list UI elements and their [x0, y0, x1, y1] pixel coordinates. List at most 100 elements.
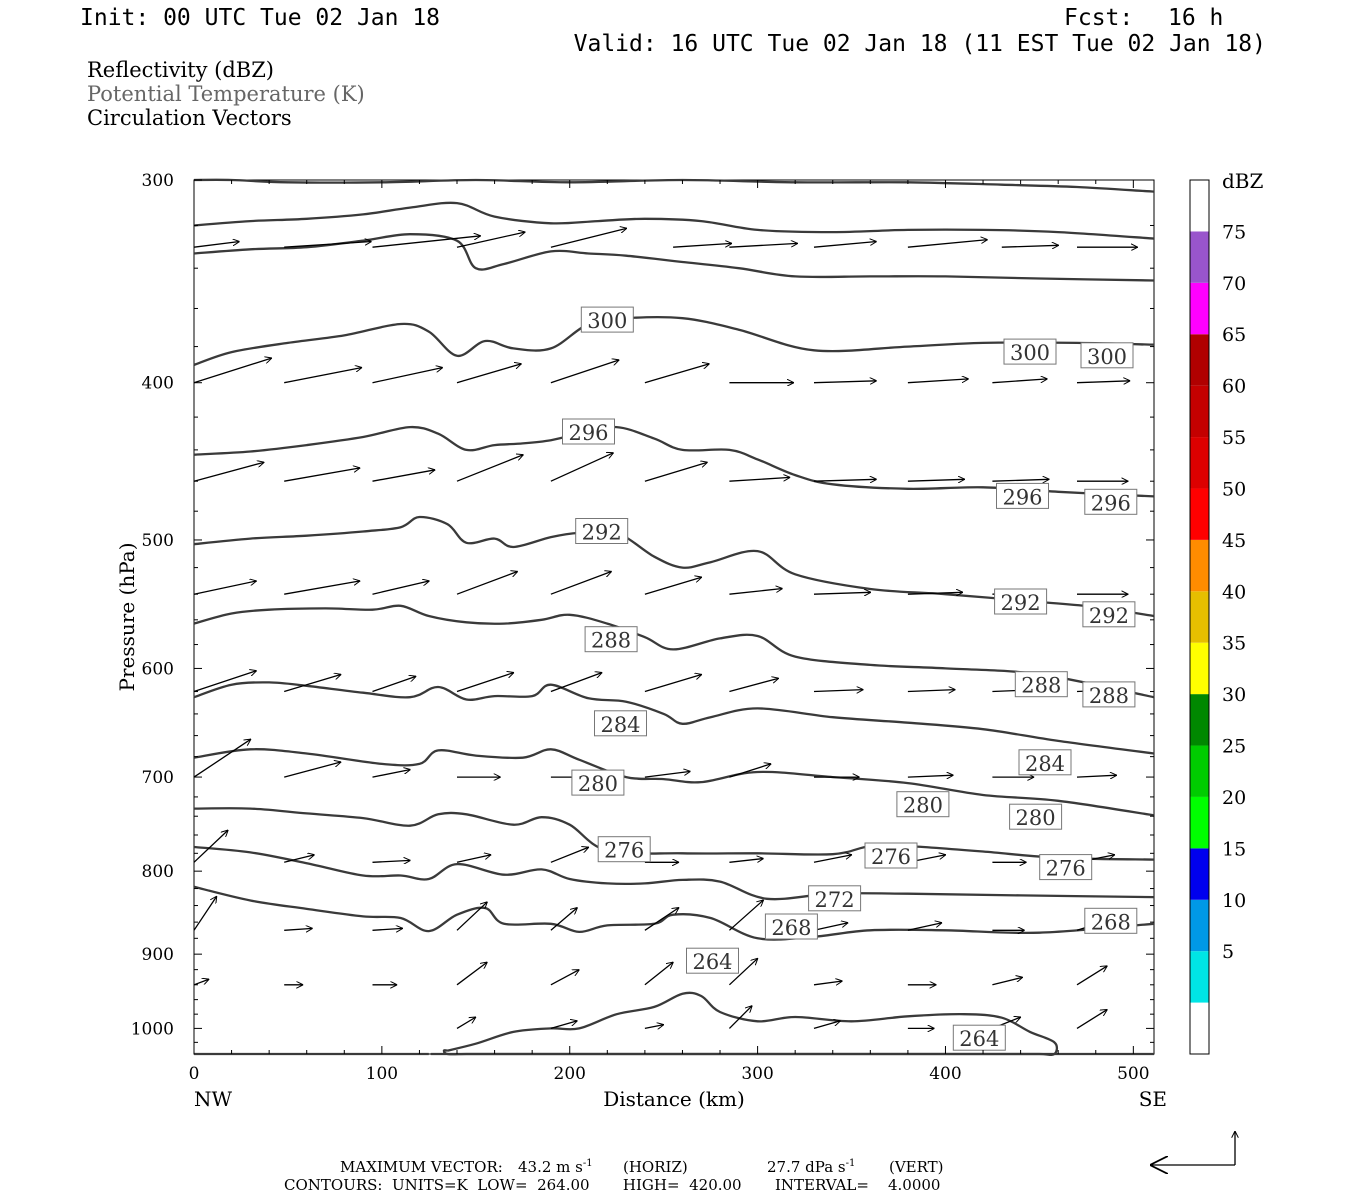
y-tick-label: 600 — [142, 659, 174, 679]
colorbar-bin — [1190, 745, 1209, 797]
circulation-vector — [644, 962, 674, 986]
theta-contour-304 — [193, 315, 1155, 366]
contour-info: CONTOURS: UNITS=K LOW= 264.00 HIGH= 420.… — [284, 1176, 940, 1194]
circulation-vector — [729, 764, 771, 778]
theta-label-box — [1018, 749, 1072, 776]
y-tick-label: 500 — [142, 531, 174, 551]
theta-contour-292 — [193, 604, 1155, 699]
theta-label: 296 — [1002, 485, 1042, 509]
theta-label: 300 — [1087, 345, 1127, 369]
x-tick-label: 400 — [929, 1064, 961, 1084]
circulation-vector — [284, 468, 360, 482]
theta-label: 264 — [959, 1027, 999, 1051]
circulation-vector — [813, 479, 877, 481]
colorbar-label: 5 — [1222, 941, 1234, 963]
theta-label-box — [996, 482, 1049, 509]
theta-label-box — [994, 588, 1048, 615]
circulation-vector — [284, 581, 360, 595]
colorbar-label: 75 — [1222, 221, 1246, 243]
field-potential-temperature: Potential Temperature (K) — [87, 82, 365, 106]
field-circulation-vectors: Circulation Vectors — [87, 106, 292, 130]
circulation-vector — [907, 379, 969, 384]
circulation-vector — [813, 592, 871, 594]
colorbar-label: 55 — [1222, 427, 1246, 449]
y-tick-label: 400 — [142, 374, 174, 394]
theta-label-box — [764, 913, 818, 940]
colorbar-bin — [1190, 694, 1209, 746]
theta-contour-280 — [193, 807, 1155, 861]
colorbar-bin — [1190, 1002, 1209, 1054]
x-tick-label: 200 — [554, 1064, 586, 1084]
colorbar-bin — [1190, 899, 1209, 952]
colorbar-bin — [1190, 231, 1209, 283]
circulation-vector — [372, 928, 403, 930]
circulation-vector — [193, 830, 228, 863]
circulation-vector — [456, 232, 525, 248]
max-vector-vert-unit: (VERT) — [889, 1158, 944, 1176]
theta-contour-264 — [442, 991, 1059, 1056]
circulation-vector — [550, 360, 619, 384]
max-vector-horiz-value: 43.2 m s-1 — [518, 1158, 593, 1176]
circulation-vector — [992, 479, 1049, 481]
circulation-vector — [550, 847, 589, 863]
y-tick-label: 1000 — [131, 1019, 174, 1039]
y-tick-label: 700 — [142, 768, 174, 788]
circulation-vector — [550, 228, 627, 248]
init-time: Init: 00 UTC Tue 02 Jan 18 — [80, 5, 440, 31]
y-tick-label: 900 — [142, 945, 174, 965]
circulation-vector — [372, 236, 481, 248]
colorbar-label: 65 — [1222, 324, 1246, 346]
max-vector-vert-value: 27.7 dPa s-1 — [767, 1158, 855, 1176]
circulation-vector — [550, 673, 602, 693]
theta-label-box — [575, 518, 629, 544]
circulation-vector — [193, 581, 257, 595]
colorbar-bin — [1190, 437, 1209, 489]
y-tick-label: 300 — [142, 171, 174, 191]
forecast-label: Fcst: — [1064, 5, 1133, 31]
valid-time: Valid: 16 UTC Tue 02 Jan 18 (11 EST Tue … — [574, 31, 1266, 57]
circulation-vector — [813, 923, 848, 931]
circulation-vector — [550, 908, 578, 931]
circulation-vector — [456, 673, 514, 693]
theta-label-box — [1014, 671, 1068, 698]
theta-label-box — [584, 626, 638, 653]
circulation-vector — [729, 678, 778, 693]
colorbar-label: 45 — [1222, 530, 1246, 552]
theta-label: 292 — [1001, 591, 1041, 615]
circulation-vector — [193, 358, 272, 384]
circulation-vector — [907, 690, 956, 692]
theta-label: 280 — [578, 772, 618, 796]
theta-label: 292 — [582, 521, 622, 545]
colorbar-bin — [1190, 334, 1209, 386]
theta-label: 284 — [1025, 752, 1065, 776]
circulation-vector — [550, 453, 614, 482]
circulation-vector — [456, 855, 491, 863]
circulation-vector — [372, 860, 411, 862]
circulation-vector — [728, 1006, 752, 1029]
theta-contour-312 — [193, 201, 1155, 240]
theta-label: 296 — [1091, 491, 1131, 515]
circulation-vector — [729, 859, 763, 863]
circulation-vector — [1076, 775, 1117, 777]
circulation-vector — [193, 739, 251, 778]
colorbar-label: 40 — [1222, 581, 1246, 603]
theta-contour-316 — [193, 178, 1155, 193]
theta-label: 300 — [1010, 341, 1050, 365]
colorbar-label: 20 — [1222, 787, 1246, 809]
circulation-vector — [1076, 381, 1130, 383]
colorbar-label: 10 — [1222, 890, 1246, 912]
theta-label-box — [1082, 601, 1136, 628]
theta-label-box — [686, 947, 739, 974]
theta-label-box — [571, 769, 625, 796]
theta-label: 284 — [600, 713, 640, 737]
circulation-vector — [456, 1017, 476, 1029]
circulation-vector — [372, 470, 436, 482]
theta-contour-276 — [193, 845, 1155, 901]
circulation-vector — [813, 690, 863, 692]
circulation-vector — [193, 462, 264, 482]
circulation-vector — [907, 923, 942, 931]
colorbar-title: dBZ — [1222, 169, 1264, 193]
theta-label-box — [1009, 803, 1063, 830]
circulation-vector — [372, 581, 430, 595]
